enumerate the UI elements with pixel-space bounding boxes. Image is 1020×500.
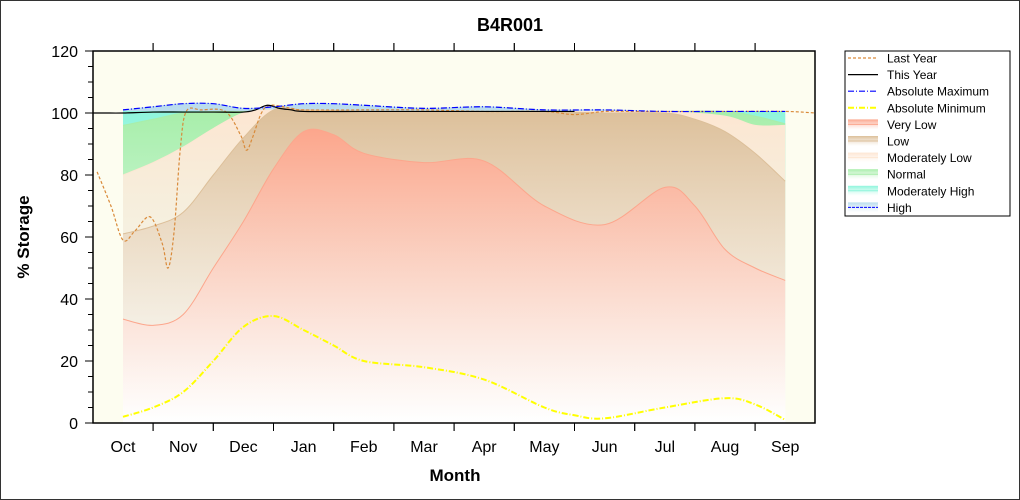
y-tick-label: 0 — [69, 416, 78, 433]
x-tick-label-oct: Oct — [111, 439, 136, 456]
y-tick-label: 100 — [51, 106, 78, 123]
legend-item-absolute-minimum: Absolute Minimum — [848, 101, 986, 115]
y-tick-label: 60 — [60, 230, 78, 247]
legend-item-very-low: Very Low — [848, 118, 937, 132]
legend-item-moderately-high: Moderately High — [848, 184, 974, 198]
band-very-low — [123, 129, 786, 423]
chart-title: B4R001 — [477, 15, 543, 35]
legend-label: Normal — [887, 168, 926, 182]
bands-layer — [122, 102, 786, 424]
legend-label: Very Low — [887, 118, 937, 132]
legend-label: Last Year — [887, 52, 937, 66]
legend-label: Moderately High — [887, 184, 974, 198]
legend-item-moderately-low: Moderately Low — [848, 151, 972, 165]
x-tick-label-sep: Sep — [771, 439, 800, 456]
x-tick-label-jul: Jul — [655, 439, 675, 456]
y-tick-label: 20 — [60, 354, 78, 371]
legend-item-absolute-maximum: Absolute Maximum — [848, 85, 989, 99]
legend-item-low: Low — [848, 135, 909, 149]
axes-layer: 0 20 40 60 80 100 120 Oct Nov Dec Jan Feb Mar Apr May J… — [51, 43, 800, 456]
x-tick-label-jun: Jun — [592, 439, 618, 456]
x-tick-label-aug: Aug — [711, 439, 739, 456]
legend-label: Absolute Minimum — [887, 101, 986, 115]
y-tick-label: 120 — [51, 44, 78, 61]
y-axis-label: % Storage — [14, 195, 33, 278]
legend-label: Low — [887, 135, 909, 149]
x-tick-label-may: May — [529, 439, 559, 456]
legend-item-normal: Normal — [848, 168, 926, 182]
legend-label: Absolute Maximum — [887, 85, 989, 99]
x-tick-label-mar: Mar — [410, 439, 438, 456]
x-tick-label-feb: Feb — [350, 439, 378, 456]
line-absolute-maximum — [122, 102, 786, 113]
x-tick-label-apr: Apr — [472, 439, 498, 456]
lines-layer — [92, 102, 816, 421]
x-tick-label-nov: Nov — [169, 439, 197, 456]
legend-label: Moderately Low — [887, 151, 972, 165]
legend-item-this-year: This Year — [848, 68, 937, 82]
y-tick-label: 40 — [60, 292, 78, 309]
line-this-year — [92, 104, 575, 114]
legend: Last Year This Year Absolute Maximum Absolu… — [844, 50, 1011, 217]
legend-item-last-year: Last Year — [848, 52, 937, 66]
line-absolute-minimum — [122, 315, 786, 421]
line-last-year — [96, 104, 816, 269]
legend-item-high: High — [848, 201, 912, 215]
band-edge-very-low — [122, 128, 786, 326]
y-tick-label: 80 — [60, 168, 78, 185]
x-tick-label-dec: Dec — [229, 439, 257, 456]
x-tick-label-jan: Jan — [291, 439, 317, 456]
legend-label: High — [887, 201, 912, 215]
legend-label: This Year — [887, 68, 937, 82]
x-axis-label: Month — [430, 466, 481, 485]
